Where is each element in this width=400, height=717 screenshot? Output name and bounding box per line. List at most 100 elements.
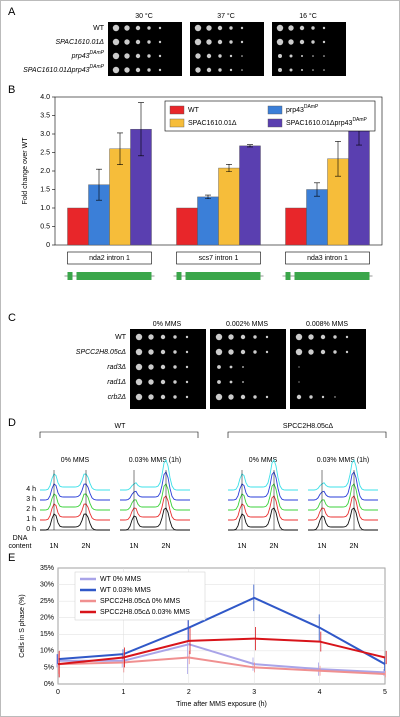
- spot: [308, 334, 314, 340]
- spot: [147, 54, 151, 58]
- line: [58, 643, 386, 674]
- spot: [241, 69, 243, 71]
- spot: [135, 67, 141, 73]
- spot: [242, 366, 244, 368]
- panel-letter: B: [8, 84, 15, 96]
- panel-letter: D: [8, 417, 16, 429]
- exon: [294, 272, 370, 280]
- spot: [265, 335, 269, 339]
- exon: [185, 272, 261, 280]
- error-bar: [247, 144, 253, 148]
- y-tick-label: 3.0: [40, 131, 50, 138]
- spot: [206, 25, 212, 31]
- spot: [173, 395, 177, 399]
- spot: [228, 394, 234, 400]
- spot: [135, 393, 143, 401]
- spot: [135, 39, 141, 45]
- spot: [158, 26, 162, 30]
- spot: [228, 349, 234, 355]
- x-tick-label: 3: [252, 689, 256, 696]
- spot: [229, 54, 233, 58]
- spot: [253, 395, 257, 399]
- strain-label: crb2Δ: [108, 394, 127, 401]
- spot: [278, 54, 282, 58]
- spot: [295, 348, 303, 356]
- y-tick-label: 2.0: [40, 168, 50, 175]
- spot: [158, 68, 162, 72]
- condition-label: 37 °C: [217, 12, 235, 20]
- peak-label: 1N: [238, 543, 247, 550]
- legend-swatch: [267, 118, 283, 128]
- line: [57, 656, 386, 676]
- condition-label: 0.03% MMS (1h): [317, 457, 370, 464]
- x-tick-label: 2: [187, 689, 191, 696]
- spot: [160, 334, 166, 340]
- exon: [285, 272, 291, 280]
- spot: [217, 365, 221, 369]
- spot: [240, 40, 244, 44]
- histogram: [120, 507, 190, 531]
- spot: [185, 380, 189, 384]
- spot: [218, 68, 222, 72]
- histogram: [308, 495, 378, 521]
- peak-label: 1N: [50, 543, 59, 550]
- axis-label: DNA: [13, 535, 28, 542]
- category-box: [67, 251, 152, 265]
- label-main: prp43: [71, 53, 90, 60]
- spot: [241, 55, 243, 57]
- panel-letter: A: [8, 6, 16, 18]
- line: [57, 596, 386, 665]
- spot: [289, 54, 293, 58]
- bar: [197, 196, 219, 246]
- legend-label: SPAC1610.01Δ: [188, 120, 237, 127]
- histogram: [40, 473, 110, 491]
- bar: [239, 145, 261, 246]
- spot: [240, 334, 246, 340]
- time-label: 3 h: [26, 496, 36, 503]
- spot: [173, 365, 177, 369]
- legend-label: SPCC2H8.05cΔ 0% MMS: [100, 598, 180, 605]
- strain-label: WT: [115, 334, 127, 341]
- y-tick-label: 0%: [44, 681, 54, 688]
- spot: [173, 350, 177, 354]
- label-main: SPAC1610.01Δprp43: [286, 120, 353, 127]
- spot: [195, 67, 201, 73]
- x-tick-label: 0: [56, 689, 60, 696]
- spot: [148, 379, 154, 385]
- histogram: [308, 471, 378, 501]
- spot: [229, 380, 233, 384]
- label-main: WT: [188, 107, 200, 114]
- panel-letter: C: [8, 312, 16, 324]
- spot: [206, 39, 212, 45]
- legend-label: WT: [188, 107, 200, 114]
- spot: [148, 334, 154, 340]
- spot: [215, 333, 223, 341]
- condition-label: 30 °C: [135, 12, 153, 20]
- spot-plate: [108, 22, 182, 76]
- strain-label: WT: [93, 25, 105, 32]
- spot: [299, 25, 305, 31]
- spot: [240, 394, 246, 400]
- spot: [218, 54, 222, 58]
- spot: [322, 26, 326, 30]
- strain-label: prp43DAmP: [71, 50, 105, 60]
- peak-label: 1N: [130, 543, 139, 550]
- spot: [135, 53, 141, 59]
- spot: [229, 68, 233, 72]
- spot: [295, 333, 303, 341]
- spot: [148, 349, 154, 355]
- histogram: [120, 495, 190, 521]
- spot: [206, 53, 212, 59]
- legend-label: SPAC1610.01Δprp43DAmP: [286, 117, 368, 127]
- spot: [253, 350, 257, 354]
- spot: [311, 26, 315, 30]
- spot: [276, 24, 284, 32]
- spot: [147, 26, 151, 30]
- spot: [135, 333, 143, 341]
- spot: [229, 365, 233, 369]
- spot: [278, 68, 282, 72]
- histogram: [308, 458, 378, 491]
- spot: [160, 379, 166, 385]
- spot: [158, 54, 162, 58]
- spot: [288, 39, 294, 45]
